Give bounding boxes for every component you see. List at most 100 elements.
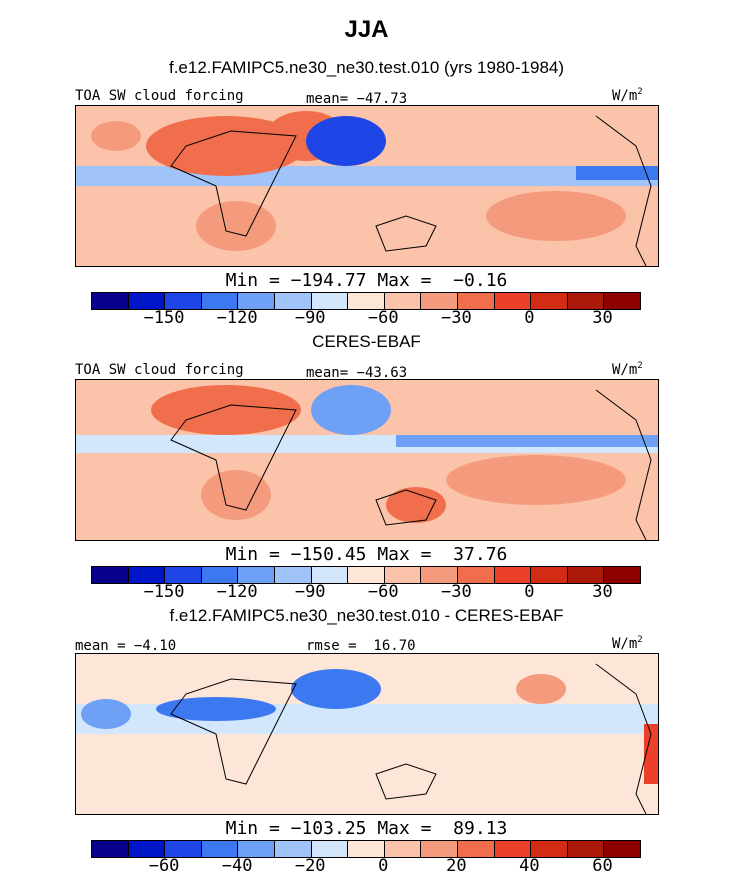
- colorbar-swatch: [494, 567, 532, 583]
- panel-1-map: [75, 105, 659, 267]
- colorbar-swatch: [92, 567, 129, 583]
- panel-1-colorbar-ticks: −150 −120 −90 −60 −30 0 30: [91, 308, 639, 328]
- panel-2-mean-label: mean= −43.63: [306, 365, 408, 381]
- colorbar-swatch: [531, 293, 568, 309]
- panel-2-variable-label: TOA SW cloud forcing: [75, 362, 244, 378]
- panel-2-south-pacific-region: [446, 455, 626, 505]
- panel-1-southern-africa-region: [196, 201, 276, 251]
- panel-3-map: [75, 653, 659, 815]
- panel-1-units-label: W/m2: [612, 87, 643, 104]
- colorbar-swatch: [421, 841, 458, 857]
- panel-3-rmse-label: rmse = 16.70: [306, 638, 416, 654]
- panel-2-americas-coastline: [595, 389, 652, 540]
- colorbar-swatch: [165, 567, 202, 583]
- panel-1-mean-label: mean= −47.73: [306, 91, 408, 107]
- colorbar-swatch: [531, 567, 568, 583]
- colorbar-tick-label: −90: [294, 308, 326, 328]
- colorbar-swatch: [165, 841, 202, 857]
- panel-1-americas-coastline: [595, 115, 652, 266]
- colorbar-tick-label: −120: [216, 308, 258, 328]
- panel-3-india-region: [291, 669, 381, 709]
- colorbar-tick-label: −150: [143, 308, 185, 328]
- panel-2-africa-coastline: [170, 404, 297, 511]
- colorbar-swatch: [348, 567, 385, 583]
- panel-2-australia-region: [386, 487, 446, 523]
- colorbar-swatch: [238, 567, 275, 583]
- panel-1-pacific-itcz: [576, 166, 658, 180]
- panel-1-australia-coastline: [375, 215, 437, 252]
- colorbar-swatch: [348, 293, 385, 309]
- panel-1-variable-label: TOA SW cloud forcing: [75, 88, 244, 104]
- colorbar-swatch: [274, 567, 312, 583]
- panel-1-itcz-band: [76, 166, 658, 186]
- colorbar-swatch: [238, 293, 275, 309]
- panel-2-units-label: W/m2: [612, 361, 643, 378]
- colorbar-swatch: [274, 841, 312, 857]
- panel-2-australia-coastline: [375, 489, 437, 526]
- panel-1-min-max: Min = −194.77 Max = −0.16: [225, 270, 508, 291]
- panel-2-colorbar-ticks: −150 −120 −90 −60 −30 0 30: [91, 582, 639, 602]
- colorbar-tick-label: −60: [367, 582, 399, 602]
- colorbar-swatch: [567, 841, 605, 857]
- panel-3-north-pacific-region: [516, 674, 566, 704]
- panel-3-africa-coastline: [170, 678, 297, 785]
- panel-1-north-atlantic-region: [91, 121, 141, 151]
- panel-3-sahel-region: [156, 697, 276, 721]
- colorbar-tick-label: 20: [446, 856, 467, 876]
- colorbar-swatch: [238, 841, 275, 857]
- panel-3-americas-coastline: [595, 663, 652, 814]
- colorbar-swatch: [494, 841, 532, 857]
- panel-1-south-pacific-region: [486, 191, 626, 241]
- colorbar-tick-label: −30: [440, 582, 472, 602]
- panel-3-peru-coast-region: [644, 724, 658, 784]
- panel-2-north-africa-region: [151, 385, 301, 435]
- colorbar-swatch: [201, 567, 239, 583]
- colorbar-tick-label: −90: [294, 582, 326, 602]
- colorbar-swatch: [531, 841, 568, 857]
- panel-3-title: f.e12.FAMIPC5.ne30_ne30.test.010 - CERES…: [169, 606, 564, 625]
- colorbar-swatch: [457, 567, 495, 583]
- panel-3-mean-label: mean = −4.10: [75, 638, 177, 654]
- panel-2-india-monsoon-region: [311, 385, 391, 435]
- colorbar-swatch: [201, 841, 239, 857]
- panel-3-colorbar-ticks: −60 −40 −20 0 20 40 60: [91, 856, 639, 876]
- colorbar-swatch: [494, 293, 532, 309]
- panel-1-north-africa-region: [146, 116, 306, 176]
- colorbar-swatch: [92, 841, 129, 857]
- colorbar-swatch: [384, 841, 422, 857]
- colorbar-swatch: [128, 841, 166, 857]
- colorbar-swatch: [604, 841, 640, 857]
- colorbar-swatch: [311, 293, 349, 309]
- panel-1-title: f.e12.FAMIPC5.ne30_ne30.test.010 (yrs 19…: [168, 58, 565, 77]
- colorbar-tick-label: 60: [592, 856, 613, 876]
- colorbar-swatch: [384, 293, 422, 309]
- colorbar-tick-label: 0: [524, 582, 535, 602]
- colorbar-swatch: [567, 293, 605, 309]
- colorbar-tick-label: −60: [367, 308, 399, 328]
- colorbar-tick-label: −30: [440, 308, 472, 328]
- panel-3-units-label: W/m2: [612, 635, 643, 652]
- panel-3-australia-coastline: [375, 763, 437, 800]
- colorbar-swatch: [274, 293, 312, 309]
- panel-2-pacific-itcz: [396, 435, 658, 447]
- colorbar-swatch: [604, 293, 640, 309]
- colorbar-swatch: [128, 567, 166, 583]
- colorbar-swatch: [567, 567, 605, 583]
- colorbar-tick-label: −150: [143, 582, 185, 602]
- panel-1-india-monsoon-region: [306, 116, 386, 166]
- colorbar-tick-label: 0: [524, 308, 535, 328]
- colorbar-swatch: [311, 841, 349, 857]
- colorbar-tick-label: −20: [294, 856, 326, 876]
- colorbar-swatch: [348, 841, 385, 857]
- figure-title: JJA: [344, 16, 389, 43]
- panel-1-colorbar: [91, 292, 641, 310]
- panel-2-southern-africa-region: [201, 470, 271, 520]
- panel-2-map: [75, 379, 659, 541]
- colorbar-swatch: [421, 567, 458, 583]
- colorbar-swatch: [457, 841, 495, 857]
- panel-2-colorbar: [91, 566, 641, 584]
- panel-1-africa-coastline: [170, 130, 297, 237]
- panel-3-min-max: Min = −103.25 Max = 89.13: [225, 818, 508, 839]
- colorbar-tick-label: 0: [378, 856, 389, 876]
- panel-2-title: CERES-EBAF: [312, 332, 421, 351]
